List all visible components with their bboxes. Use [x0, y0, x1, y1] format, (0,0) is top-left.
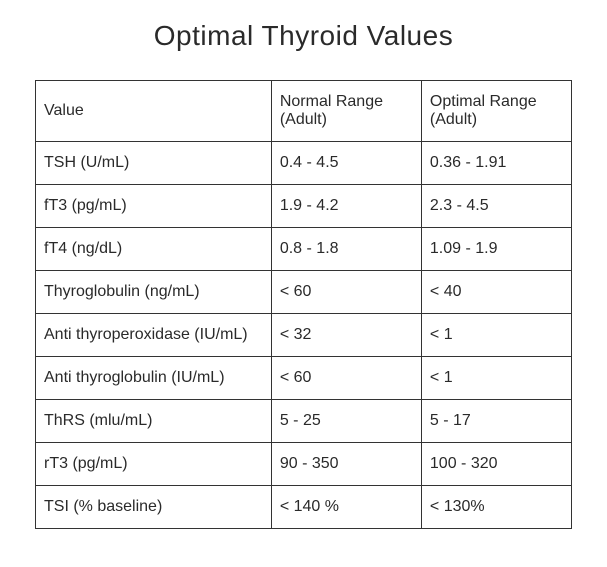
cell-value: Thyroglobulin (ng/mL) — [36, 271, 272, 314]
cell-optimal-range: 5 - 17 — [421, 400, 571, 443]
page-title: Optimal Thyroid Values — [35, 20, 572, 52]
cell-optimal-range: < 40 — [421, 271, 571, 314]
cell-optimal-range: 100 - 320 — [421, 443, 571, 486]
cell-normal-range: < 60 — [271, 271, 421, 314]
cell-optimal-range: < 130% — [421, 486, 571, 529]
cell-value: rT3 (pg/mL) — [36, 443, 272, 486]
cell-value: Anti thyroglobulin (IU/mL) — [36, 357, 272, 400]
cell-optimal-range: 2.3 - 4.5 — [421, 185, 571, 228]
cell-normal-range: 5 - 25 — [271, 400, 421, 443]
cell-normal-range: 0.4 - 4.5 — [271, 142, 421, 185]
table-header-row: Value Normal Range (Adult) Optimal Range… — [36, 81, 572, 142]
column-header-value: Value — [36, 81, 272, 142]
cell-normal-range: 0.8 - 1.8 — [271, 228, 421, 271]
cell-optimal-range: < 1 — [421, 314, 571, 357]
table-row: fT4 (ng/dL)0.8 - 1.81.09 - 1.9 — [36, 228, 572, 271]
cell-value: Anti thyroperoxidase (IU/mL) — [36, 314, 272, 357]
column-header-normal: Normal Range (Adult) — [271, 81, 421, 142]
table-row: fT3 (pg/mL)1.9 - 4.22.3 - 4.5 — [36, 185, 572, 228]
table-row: TSH (U/mL)0.4 - 4.50.36 - 1.91 — [36, 142, 572, 185]
cell-value: TSI (% baseline) — [36, 486, 272, 529]
cell-normal-range: < 140 % — [271, 486, 421, 529]
cell-optimal-range: 0.36 - 1.91 — [421, 142, 571, 185]
cell-normal-range: 1.9 - 4.2 — [271, 185, 421, 228]
cell-optimal-range: < 1 — [421, 357, 571, 400]
cell-normal-range: < 32 — [271, 314, 421, 357]
table-row: Anti thyroglobulin (IU/mL)< 60< 1 — [36, 357, 572, 400]
cell-value: fT4 (ng/dL) — [36, 228, 272, 271]
cell-value: ThRS (mlu/mL) — [36, 400, 272, 443]
table-row: Thyroglobulin (ng/mL)< 60< 40 — [36, 271, 572, 314]
cell-optimal-range: 1.09 - 1.9 — [421, 228, 571, 271]
table-body: TSH (U/mL)0.4 - 4.50.36 - 1.91fT3 (pg/mL… — [36, 142, 572, 529]
cell-value: fT3 (pg/mL) — [36, 185, 272, 228]
table-row: Anti thyroperoxidase (IU/mL)< 32< 1 — [36, 314, 572, 357]
table-row: ThRS (mlu/mL)5 - 255 - 17 — [36, 400, 572, 443]
table-row: rT3 (pg/mL)90 - 350100 - 320 — [36, 443, 572, 486]
table-row: TSI (% baseline)< 140 %< 130% — [36, 486, 572, 529]
column-header-optimal: Optimal Range (Adult) — [421, 81, 571, 142]
thyroid-values-table: Value Normal Range (Adult) Optimal Range… — [35, 80, 572, 529]
cell-value: TSH (U/mL) — [36, 142, 272, 185]
cell-normal-range: < 60 — [271, 357, 421, 400]
cell-normal-range: 90 - 350 — [271, 443, 421, 486]
